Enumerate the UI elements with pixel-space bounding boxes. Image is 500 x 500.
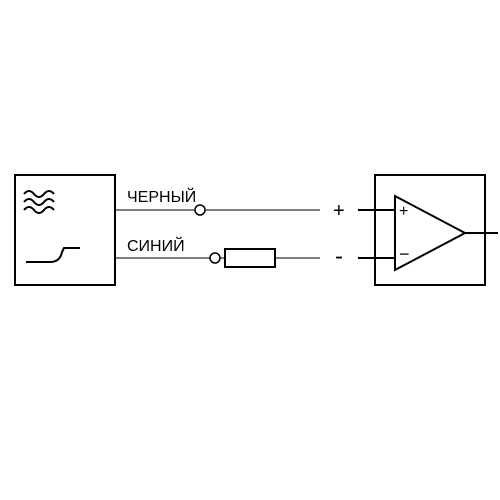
- wiring-diagram: ЧЕРНЫЙ СИНИЙ + - + −: [0, 0, 500, 500]
- terminal-plus: +: [333, 200, 345, 222]
- resistor: [225, 249, 275, 267]
- junction-bottom: [210, 253, 220, 263]
- opamp-minus: −: [399, 244, 410, 264]
- opamp-plus: +: [399, 203, 408, 220]
- amplifier-block: + −: [375, 175, 485, 285]
- label-blue: СИНИЙ: [127, 236, 185, 255]
- sensor-block: [15, 175, 115, 285]
- junction-top: [195, 205, 205, 215]
- label-black: ЧЕРНЫЙ: [127, 187, 196, 206]
- wave-icon: [24, 191, 54, 213]
- step-icon: [26, 248, 80, 262]
- terminal-minus: -: [335, 243, 343, 270]
